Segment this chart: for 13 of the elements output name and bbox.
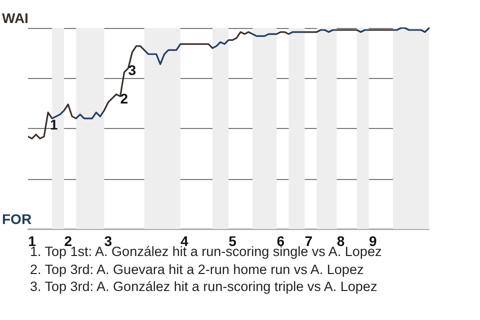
x-tick-label: 2 [64, 233, 72, 249]
x-tick-label: 8 [336, 233, 345, 249]
annotation: 3 [128, 62, 136, 78]
x-tick-label: 9 [368, 233, 377, 249]
x-tick-label: 5 [228, 233, 237, 249]
x-tick-label: 3 [104, 233, 112, 249]
text: WAI [2, 10, 28, 26]
annotation: FOR [2, 211, 32, 227]
text: 3. Top 3rd: A. González hit a run-scoring triple vs A. Lopez [30, 278, 378, 296]
x-tick-label: 7 [304, 233, 313, 249]
annotation: 1 [50, 116, 58, 132]
text: 2. Top 3rd: A. Guevara hit a 2-run home run vs A. Lopez [30, 260, 365, 278]
annotation: 2 [120, 90, 128, 106]
